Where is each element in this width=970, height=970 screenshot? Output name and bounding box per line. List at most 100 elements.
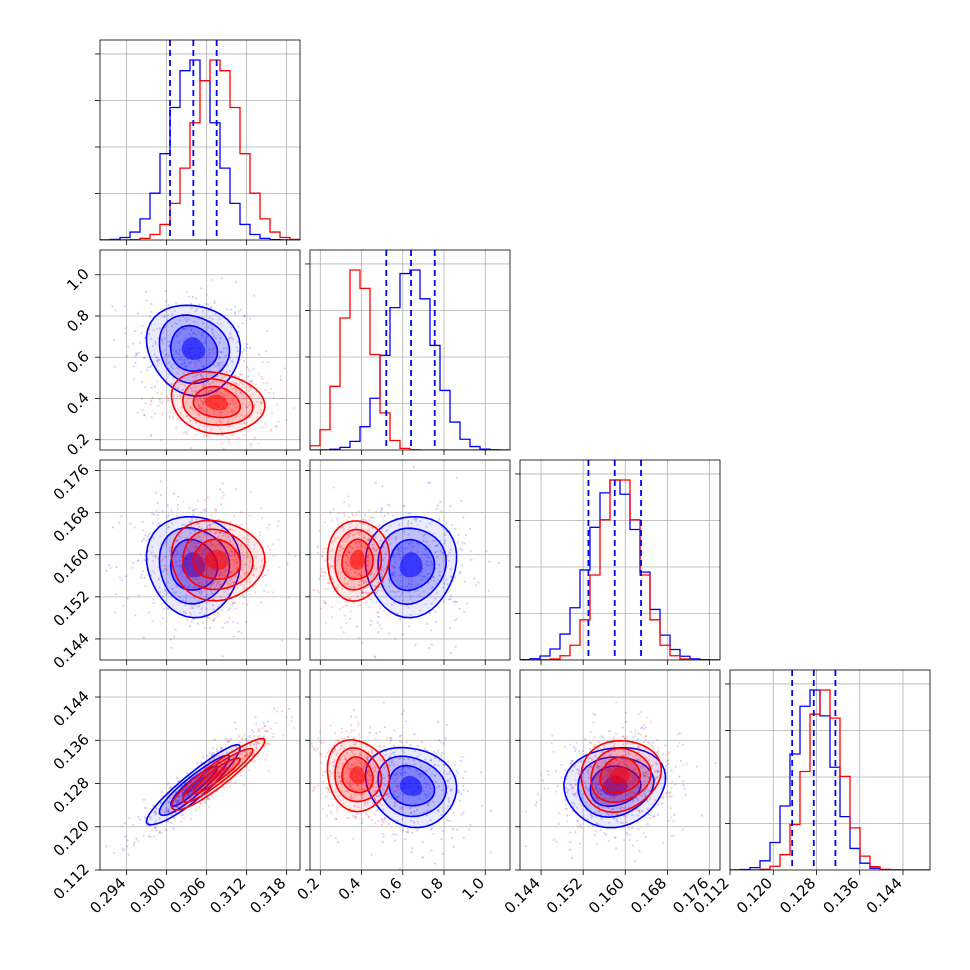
scatter-point xyxy=(595,787,598,790)
scatter-point xyxy=(200,527,204,530)
scatter-point xyxy=(156,514,159,517)
scatter-point xyxy=(397,590,400,593)
scatter-point xyxy=(166,504,169,507)
scatter-point xyxy=(187,794,190,797)
scatter-point xyxy=(228,563,232,566)
scatter-point xyxy=(388,632,391,635)
scatter-point xyxy=(150,400,153,403)
scatter-point xyxy=(455,476,459,479)
scatter-point xyxy=(239,381,242,384)
scatter-point xyxy=(94,551,96,553)
scatter-point xyxy=(382,808,385,811)
scatter-point xyxy=(220,571,223,574)
scatter-point xyxy=(393,785,396,789)
scatter-point xyxy=(131,824,135,827)
scatter-point xyxy=(243,784,246,787)
scatter-point xyxy=(378,774,381,777)
scatter-panel-1-0 xyxy=(95,249,301,455)
scatter-point xyxy=(198,590,201,593)
scatter-point xyxy=(676,733,680,736)
scatter-point xyxy=(206,585,209,588)
scatter-point xyxy=(233,781,237,785)
scatter-point xyxy=(158,362,161,365)
scatter-point xyxy=(157,566,160,569)
scatter-point xyxy=(224,743,227,746)
scatter-point xyxy=(349,796,353,799)
scatter-point xyxy=(555,790,558,793)
scatter-point xyxy=(215,391,218,394)
scatter-point xyxy=(435,786,438,789)
scatter-point xyxy=(378,523,381,527)
scatter-point xyxy=(227,421,230,424)
scatter-point xyxy=(164,567,168,571)
scatter-point xyxy=(226,581,229,584)
scatter-point xyxy=(141,520,144,523)
scatter-point xyxy=(219,503,223,506)
scatter-point xyxy=(245,603,248,606)
scatter-point xyxy=(175,539,178,543)
scatter-point xyxy=(446,583,449,586)
scatter-point xyxy=(418,753,421,756)
scatter-point xyxy=(249,442,252,445)
scatter-point xyxy=(180,405,183,409)
scatter-point xyxy=(244,738,247,742)
scatter-point xyxy=(342,512,346,515)
scatter-point xyxy=(365,601,368,604)
scatter-point xyxy=(131,566,134,570)
scatter-point xyxy=(163,337,166,340)
scatter-point xyxy=(374,593,377,596)
scatter-point xyxy=(237,361,241,365)
scatter-point xyxy=(368,769,371,773)
scatter-point xyxy=(220,754,223,757)
scatter-point xyxy=(288,552,291,555)
scatter-point xyxy=(682,743,685,746)
scatter-point xyxy=(367,790,371,793)
scatter-point xyxy=(149,817,152,821)
scatter-point xyxy=(349,597,352,600)
scatter-point xyxy=(358,753,361,756)
scatter-point xyxy=(224,737,227,741)
scatter-point xyxy=(329,810,332,813)
scatter-point xyxy=(645,798,648,802)
scatter-point xyxy=(216,750,219,753)
scatter-point xyxy=(267,569,270,572)
scatter-point xyxy=(227,608,230,611)
scatter-point xyxy=(317,737,320,740)
scatter-point xyxy=(620,806,623,809)
scatter-point xyxy=(408,582,411,586)
scatter-point xyxy=(261,377,264,381)
scatter-point xyxy=(423,533,426,536)
scatter-point xyxy=(182,380,185,384)
scatter-point xyxy=(229,767,232,771)
scatter-point xyxy=(575,768,579,771)
scatter-point xyxy=(351,814,355,818)
scatter-point xyxy=(159,480,162,483)
scatter-point xyxy=(574,749,577,753)
scatter-point xyxy=(227,419,230,422)
scatter-point xyxy=(375,780,378,783)
scatter-point xyxy=(179,394,182,397)
scatter-point xyxy=(386,503,389,506)
scatter-point xyxy=(555,840,558,843)
scatter-point xyxy=(190,793,193,796)
scatter-point xyxy=(175,335,178,338)
scatter-point xyxy=(231,602,235,605)
scatter-point xyxy=(371,766,374,770)
scatter-point xyxy=(407,512,410,515)
scatter-point xyxy=(427,572,430,575)
scatter-point xyxy=(201,385,204,388)
scatter-point xyxy=(616,754,619,757)
scatter-point xyxy=(178,803,181,806)
scatter-point xyxy=(235,557,238,561)
contour-line xyxy=(192,757,242,795)
scatter-point xyxy=(163,349,167,352)
scatter-point xyxy=(460,793,463,796)
scatter-point xyxy=(199,361,202,364)
scatter-point xyxy=(365,519,368,522)
scatter-point xyxy=(154,811,157,814)
scatter-point xyxy=(397,764,400,767)
scatter-point xyxy=(186,792,189,795)
scatter-point xyxy=(345,730,348,733)
scatter-point xyxy=(241,563,244,566)
scatter-point xyxy=(589,741,593,745)
